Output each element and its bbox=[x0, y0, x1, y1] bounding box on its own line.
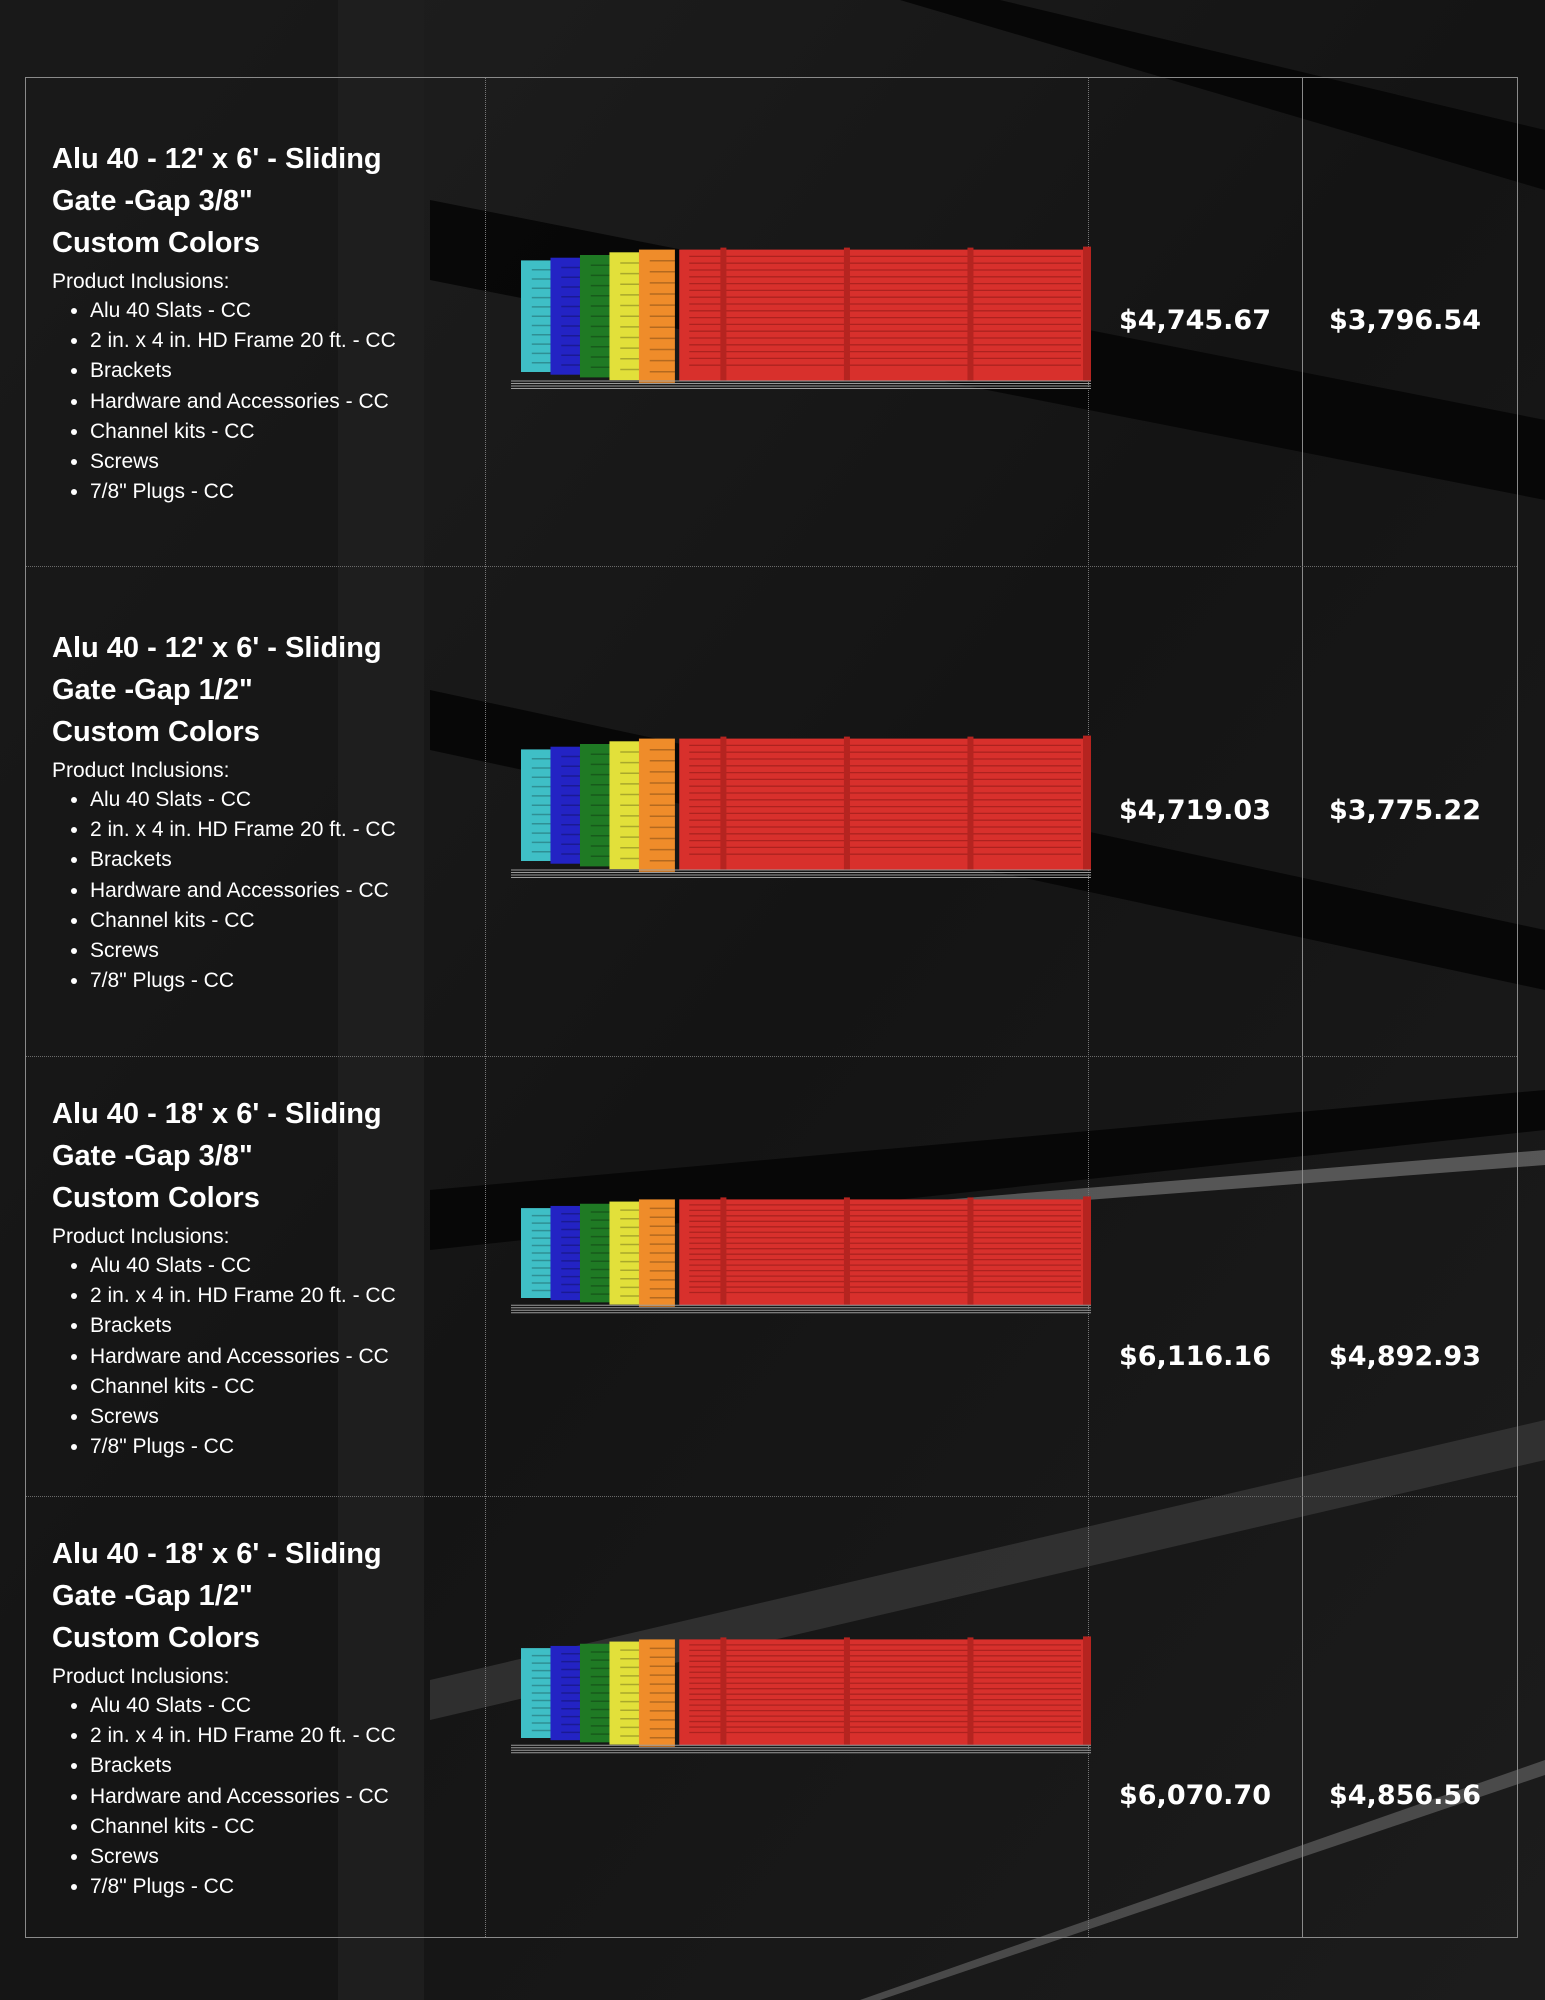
inclusions-label: Product Inclusions: bbox=[52, 759, 230, 782]
product-row: Alu 40 - 18' x 6' - Sliding Gate -Gap 3/… bbox=[26, 1056, 1517, 1497]
sale-price: $4,892.93 bbox=[1328, 1341, 1482, 1372]
product-description: Alu 40 - 12' x 6' - Sliding Gate -Gap 1/… bbox=[52, 627, 482, 996]
list-item: Alu 40 Slats - CC bbox=[90, 296, 482, 326]
list-item: Alu 40 Slats - CC bbox=[90, 785, 482, 815]
sliding-gate-icon bbox=[511, 246, 1091, 389]
list-item: Hardware and Accessories - CC bbox=[90, 387, 482, 417]
list-item: 7/8" Plugs - CC bbox=[90, 1872, 482, 1902]
list-item: Alu 40 Slats - CC bbox=[90, 1691, 482, 1721]
list-item: 7/8" Plugs - CC bbox=[90, 966, 482, 996]
product-title: Alu 40 - 18' x 6' - Sliding Gate -Gap 3/… bbox=[52, 1098, 382, 1214]
sale-price: $3,796.54 bbox=[1328, 305, 1482, 336]
list-item: Brackets bbox=[90, 356, 482, 386]
regular-price: $6,070.70 bbox=[1118, 1780, 1272, 1811]
list-item: Channel kits - CC bbox=[90, 906, 482, 936]
product-description: Alu 40 - 18' x 6' - Sliding Gate -Gap 1/… bbox=[52, 1533, 482, 1902]
sale-price: $4,856.56 bbox=[1328, 1780, 1482, 1811]
list-item: Channel kits - CC bbox=[90, 1372, 482, 1402]
sliding-gate-icon bbox=[511, 1636, 1091, 1754]
list-item: 2 in. x 4 in. HD Frame 20 ft. - CC bbox=[90, 1721, 482, 1751]
inclusions-label: Product Inclusions: bbox=[52, 1665, 230, 1688]
inclusions-list: Alu 40 Slats - CC 2 in. x 4 in. HD Frame… bbox=[52, 1251, 482, 1462]
list-item: Channel kits - CC bbox=[90, 1812, 482, 1842]
list-item: 7/8" Plugs - CC bbox=[90, 1432, 482, 1462]
list-item: Screws bbox=[90, 1842, 482, 1872]
list-item: Brackets bbox=[90, 845, 482, 875]
inclusions-label: Product Inclusions: bbox=[52, 1225, 230, 1248]
product-title: Alu 40 - 12' x 6' - Sliding Gate -Gap 1/… bbox=[52, 632, 382, 748]
sliding-gate-icon bbox=[511, 1196, 1091, 1314]
list-item: Brackets bbox=[90, 1311, 482, 1341]
column-divider bbox=[1088, 78, 1089, 1937]
product-title: Alu 40 - 18' x 6' - Sliding Gate -Gap 1/… bbox=[52, 1538, 382, 1654]
product-row: Alu 40 - 18' x 6' - Sliding Gate -Gap 1/… bbox=[26, 1496, 1517, 1938]
product-row: Alu 40 - 12' x 6' - Sliding Gate -Gap 3/… bbox=[26, 78, 1517, 566]
regular-price: $4,745.67 bbox=[1118, 305, 1272, 336]
product-table: Alu 40 - 12' x 6' - Sliding Gate -Gap 3/… bbox=[25, 77, 1518, 1938]
product-row: Alu 40 - 12' x 6' - Sliding Gate -Gap 1/… bbox=[26, 566, 1517, 1057]
list-item: Screws bbox=[90, 936, 482, 966]
list-item: 2 in. x 4 in. HD Frame 20 ft. - CC bbox=[90, 815, 482, 845]
product-description: Alu 40 - 12' x 6' - Sliding Gate -Gap 3/… bbox=[52, 138, 482, 507]
sale-price: $3,775.22 bbox=[1328, 795, 1482, 826]
column-divider bbox=[1302, 78, 1303, 1937]
list-item: Alu 40 Slats - CC bbox=[90, 1251, 482, 1281]
list-item: Channel kits - CC bbox=[90, 417, 482, 447]
column-divider bbox=[485, 78, 486, 1937]
inclusions-list: Alu 40 Slats - CC 2 in. x 4 in. HD Frame… bbox=[52, 1691, 482, 1902]
product-description: Alu 40 - 18' x 6' - Sliding Gate -Gap 3/… bbox=[52, 1093, 482, 1462]
list-item: 2 in. x 4 in. HD Frame 20 ft. - CC bbox=[90, 326, 482, 356]
sliding-gate-icon bbox=[511, 735, 1091, 878]
list-item: Hardware and Accessories - CC bbox=[90, 1782, 482, 1812]
list-item: Screws bbox=[90, 447, 482, 477]
list-item: Hardware and Accessories - CC bbox=[90, 876, 482, 906]
list-item: 7/8" Plugs - CC bbox=[90, 477, 482, 507]
product-title: Alu 40 - 12' x 6' - Sliding Gate -Gap 3/… bbox=[52, 143, 382, 259]
inclusions-list: Alu 40 Slats - CC 2 in. x 4 in. HD Frame… bbox=[52, 296, 482, 507]
list-item: 2 in. x 4 in. HD Frame 20 ft. - CC bbox=[90, 1281, 482, 1311]
list-item: Screws bbox=[90, 1402, 482, 1432]
inclusions-list: Alu 40 Slats - CC 2 in. x 4 in. HD Frame… bbox=[52, 785, 482, 996]
regular-price: $6,116.16 bbox=[1118, 1341, 1272, 1372]
list-item: Brackets bbox=[90, 1751, 482, 1781]
regular-price: $4,719.03 bbox=[1118, 795, 1272, 826]
inclusions-label: Product Inclusions: bbox=[52, 270, 230, 293]
list-item: Hardware and Accessories - CC bbox=[90, 1342, 482, 1372]
